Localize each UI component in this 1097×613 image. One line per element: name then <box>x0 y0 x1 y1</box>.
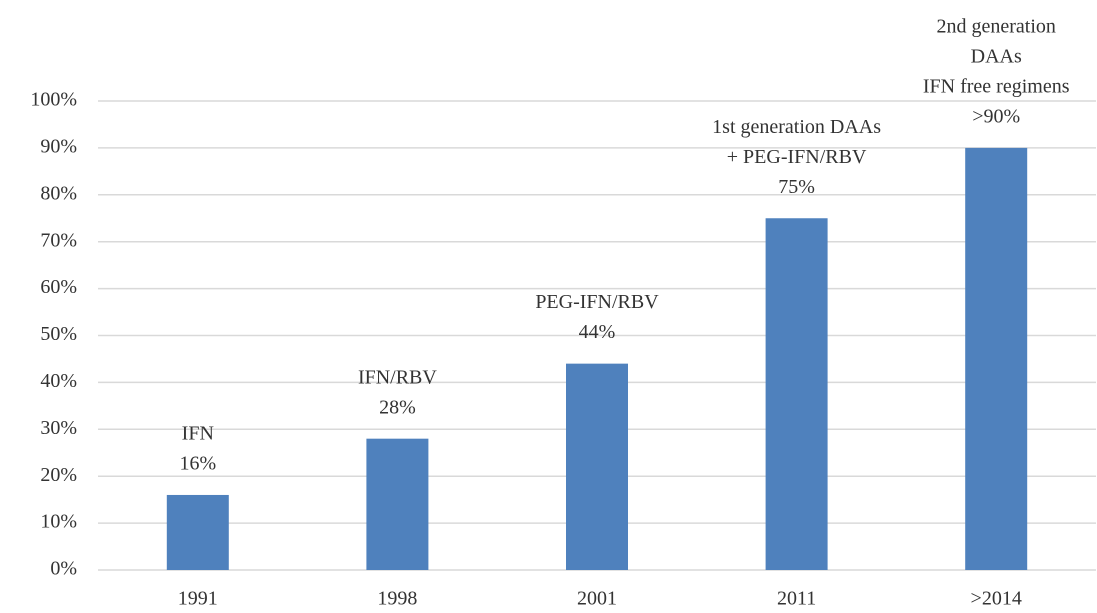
y-tick-label: 100% <box>30 89 77 111</box>
bar <box>765 218 828 570</box>
annotation: PEG-IFN/RBV <box>535 291 659 313</box>
x-tick-label: 2001 <box>577 588 617 610</box>
value-label: 75% <box>778 176 815 198</box>
y-tick-label: 0% <box>50 558 77 580</box>
value-label: 16% <box>179 453 216 475</box>
bar <box>566 363 628 570</box>
value-label: >90% <box>972 105 1020 127</box>
y-tick-label: 70% <box>40 229 77 251</box>
value-label: 44% <box>579 321 616 343</box>
y-tick-label: 90% <box>40 135 77 157</box>
y-tick-label: 10% <box>40 511 77 533</box>
bar <box>166 494 229 570</box>
y-tick-label: 30% <box>40 417 77 439</box>
annotation: IFN free regimens <box>923 75 1070 97</box>
x-tick-label: 1991 <box>178 588 218 610</box>
bar <box>965 147 1028 570</box>
x-tick-label: 2011 <box>777 588 816 610</box>
y-tick-label: 40% <box>40 370 77 392</box>
y-tick-label: 50% <box>40 323 77 345</box>
y-tick-label: 60% <box>40 276 77 298</box>
value-label: 28% <box>379 396 416 418</box>
x-tick-label: 1998 <box>377 588 417 610</box>
annotation: 2nd generation <box>936 15 1055 37</box>
y-tick-label: 20% <box>40 464 77 486</box>
annotation: IFN/RBV <box>358 366 437 388</box>
annotation: + PEG-IFN/RBV <box>727 146 867 168</box>
bar <box>366 438 429 570</box>
x-tick-label: >2014 <box>971 588 1022 610</box>
annotation: 1st generation DAAs <box>712 116 881 138</box>
annotation: IFN <box>182 423 214 445</box>
annotation: DAAs <box>971 45 1022 67</box>
y-tick-label: 80% <box>40 182 77 204</box>
